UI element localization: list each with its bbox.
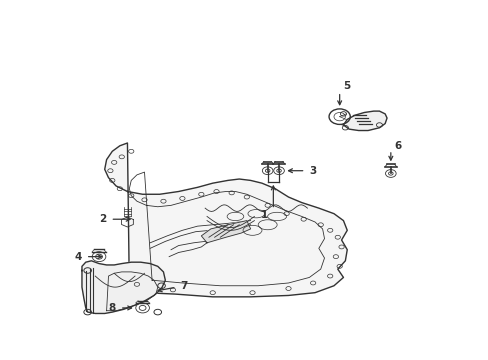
Text: 2: 2 xyxy=(99,214,106,224)
Text: 1: 1 xyxy=(260,210,267,220)
Polygon shape xyxy=(201,221,250,243)
Text: 8: 8 xyxy=(109,303,116,313)
Text: 7: 7 xyxy=(180,281,187,291)
Text: 3: 3 xyxy=(309,166,316,176)
Polygon shape xyxy=(82,261,165,314)
Polygon shape xyxy=(343,111,386,131)
Text: 5: 5 xyxy=(343,81,350,91)
Polygon shape xyxy=(104,143,346,297)
Text: 4: 4 xyxy=(75,252,82,262)
Text: 6: 6 xyxy=(394,141,401,151)
